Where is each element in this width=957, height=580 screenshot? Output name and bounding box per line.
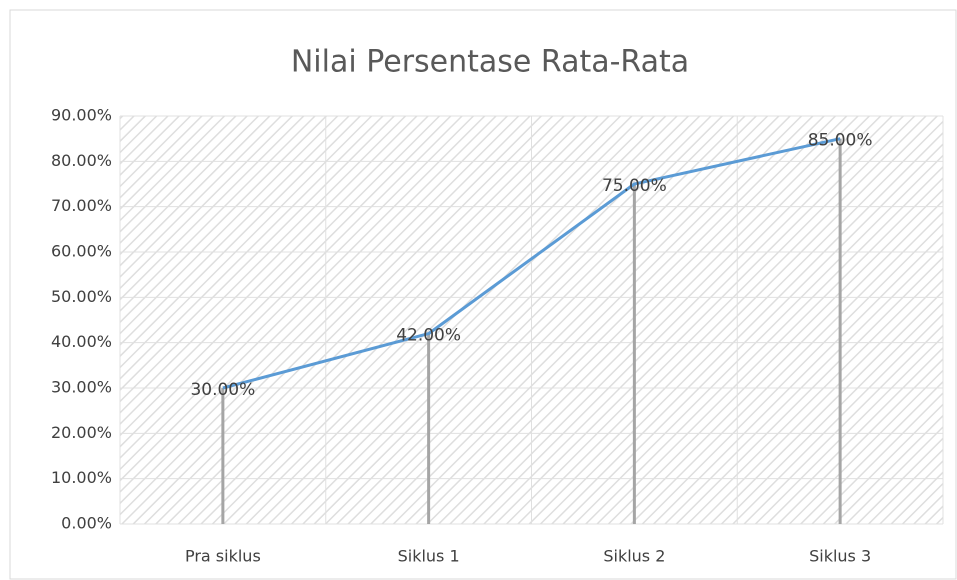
y-tick-label: 70.00% [51,196,112,215]
x-tick-label: Siklus 1 [398,547,460,566]
y-tick-label: 80.00% [51,151,112,170]
line-series [222,137,841,390]
x-tick-label: Siklus 3 [809,547,871,566]
y-tick-label: 10.00% [51,468,112,487]
x-tick-label: Pra siklus [185,547,261,566]
y-tick-label: 60.00% [51,242,112,261]
data-label: 30.00% [190,380,255,400]
y-tick-label: 90.00% [51,106,112,125]
data-label: 42.00% [396,326,461,346]
data-label: 85.00% [808,131,873,151]
chart-title: Nilai Persentase Rata-Rata [291,45,689,80]
data-label: 75.00% [602,176,667,196]
y-tick-label: 40.00% [51,332,112,351]
x-tick-label: Siklus 2 [603,547,665,566]
y-tick-label: 30.00% [51,378,112,397]
y-tick-label: 50.00% [51,287,112,306]
y-tick-label: 20.00% [51,423,112,442]
y-tick-label: 0.00% [61,514,112,533]
